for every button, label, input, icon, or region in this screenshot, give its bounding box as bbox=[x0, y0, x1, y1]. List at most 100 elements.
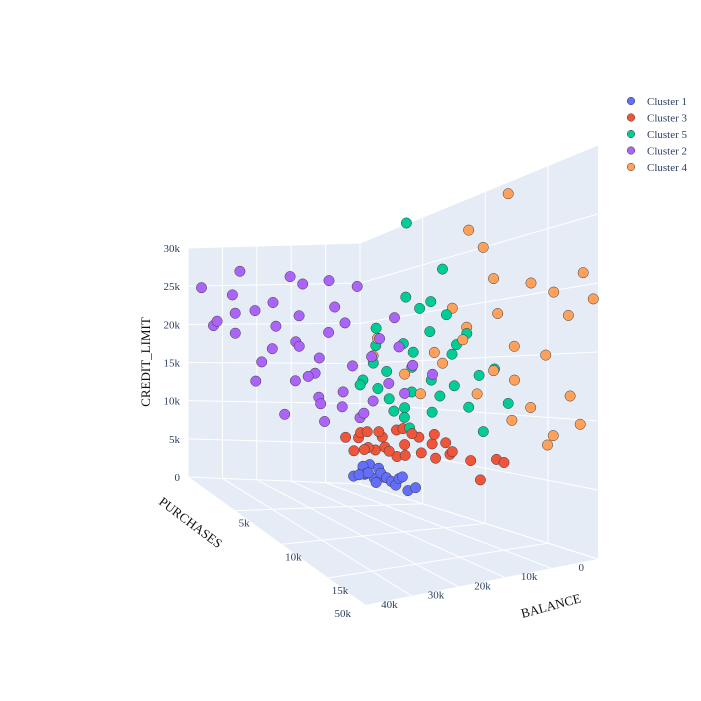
data-point-cluster-5 bbox=[448, 380, 460, 392]
data-point-cluster-2 bbox=[393, 341, 405, 353]
gridline-z-back bbox=[359, 351, 599, 364]
data-point-cluster-4 bbox=[477, 241, 489, 253]
data-point-cluster-2 bbox=[229, 307, 241, 319]
y-tick-label: 0 bbox=[579, 562, 585, 574]
legend-marker bbox=[626, 96, 636, 106]
data-point-cluster-5 bbox=[370, 322, 382, 334]
data-point-cluster-2 bbox=[267, 297, 279, 308]
data-point-cluster-4 bbox=[509, 374, 520, 386]
data-point-cluster-4 bbox=[508, 340, 520, 352]
data-point-cluster-5 bbox=[463, 401, 475, 413]
data-point-cluster-2 bbox=[229, 327, 241, 339]
data-point-cluster-5 bbox=[446, 348, 458, 360]
z-tick-label: 5k bbox=[169, 434, 181, 446]
axis-panes bbox=[188, 145, 598, 605]
data-point-cluster-3 bbox=[440, 437, 452, 449]
data-point-cluster-5 bbox=[372, 383, 384, 394]
data-point-cluster-1 bbox=[370, 477, 382, 488]
data-point-cluster-2 bbox=[366, 351, 378, 363]
data-point-cluster-2 bbox=[407, 359, 419, 371]
data-point-cluster-4 bbox=[428, 346, 440, 358]
z-tick-label: 0 bbox=[175, 472, 181, 484]
data-point-cluster-4 bbox=[488, 273, 500, 285]
data-point-cluster-3 bbox=[399, 449, 411, 461]
data-point-cluster-1 bbox=[353, 469, 365, 481]
legend-label: Cluster 1 bbox=[647, 96, 687, 108]
data-point-cluster-2 bbox=[313, 352, 325, 364]
data-point-cluster-2 bbox=[347, 360, 358, 372]
legend-item-cluster-5[interactable]: Cluster 5 bbox=[626, 129, 688, 141]
data-point-cluster-2 bbox=[329, 301, 341, 313]
data-point-cluster-4 bbox=[502, 188, 514, 200]
data-point-cluster-2 bbox=[250, 375, 262, 387]
data-point-cluster-5 bbox=[399, 402, 411, 414]
legend-label: Cluster 3 bbox=[647, 113, 688, 125]
gridline-z-side bbox=[187, 242, 361, 249]
data-point-cluster-3 bbox=[340, 431, 352, 443]
x-tick-label: 5k bbox=[239, 518, 251, 530]
data-point-cluster-1 bbox=[396, 471, 408, 483]
y-tick-label: 40k bbox=[381, 599, 398, 611]
data-point-cluster-3 bbox=[474, 474, 486, 486]
data-point-cluster-2 bbox=[351, 280, 363, 292]
x-tick-label: 10k bbox=[285, 551, 302, 563]
z-tick-label: 15k bbox=[164, 358, 181, 370]
data-point-cluster-2 bbox=[367, 395, 379, 407]
gridline-y-floor bbox=[359, 483, 599, 560]
gridline-y-floor bbox=[325, 482, 552, 569]
legend-label: Cluster 2 bbox=[647, 146, 687, 158]
gridline-z-side bbox=[187, 400, 361, 405]
y-tick-label: 10k bbox=[521, 571, 538, 583]
legend-label: Cluster 4 bbox=[647, 162, 688, 174]
z-tick-label: 10k bbox=[164, 396, 181, 408]
data-point-cluster-5 bbox=[400, 217, 412, 229]
data-point-cluster-5 bbox=[437, 263, 448, 275]
legend-item-cluster-1[interactable]: Cluster 1 bbox=[626, 96, 687, 108]
data-point-cluster-4 bbox=[587, 293, 599, 305]
data-point-cluster-4 bbox=[437, 357, 449, 369]
x-tick-label: 15k bbox=[332, 585, 349, 597]
data-point-cluster-3 bbox=[446, 446, 458, 458]
data-point-cluster-3 bbox=[415, 447, 427, 459]
data-point-cluster-4 bbox=[506, 414, 518, 426]
data-point-cluster-2 bbox=[211, 315, 223, 327]
data-point-cluster-3 bbox=[465, 455, 477, 467]
data-point-cluster-3 bbox=[361, 426, 373, 438]
data-point-cluster-5 bbox=[502, 397, 514, 409]
data-point-cluster-2 bbox=[319, 416, 331, 427]
data-point-cluster-3 bbox=[383, 445, 395, 457]
legend-item-cluster-4[interactable]: Cluster 4 bbox=[626, 162, 688, 174]
data-point-cluster-2 bbox=[315, 398, 327, 410]
data-points bbox=[196, 188, 599, 497]
data-point-cluster-3 bbox=[348, 445, 360, 457]
z-axis-title: CREDIT_LIMIT bbox=[138, 317, 153, 407]
data-point-cluster-4 bbox=[492, 308, 504, 319]
y-tick-label: 20k bbox=[474, 580, 491, 592]
gridline-y-floor bbox=[222, 477, 412, 597]
legend-marker bbox=[626, 146, 636, 155]
data-point-cluster-2 bbox=[256, 356, 268, 368]
legend[interactable]: Cluster 1 Cluster 3 Cluster 5 Cluster 2 Clus… bbox=[626, 96, 688, 174]
data-point-cluster-4 bbox=[574, 418, 586, 430]
gridline-z-back bbox=[359, 144, 599, 244]
data-point-cluster-3 bbox=[430, 452, 442, 464]
data-point-cluster-3 bbox=[373, 426, 385, 438]
data-point-cluster-2 bbox=[323, 275, 335, 287]
data-point-cluster-5 bbox=[440, 309, 452, 321]
data-point-cluster-2 bbox=[336, 401, 348, 413]
y-tick-label: 30k bbox=[428, 590, 445, 602]
legend-marker bbox=[626, 129, 636, 139]
data-point-cluster-3 bbox=[428, 428, 440, 440]
data-point-cluster-4 bbox=[415, 388, 426, 400]
data-point-cluster-2 bbox=[279, 408, 291, 420]
data-point-cluster-4 bbox=[577, 267, 589, 279]
data-point-cluster-2 bbox=[270, 320, 282, 332]
legend-item-cluster-2[interactable]: Cluster 2 bbox=[626, 146, 687, 158]
legend-item-cluster-3[interactable]: Cluster 3 bbox=[626, 113, 688, 125]
data-point-cluster-2 bbox=[383, 377, 395, 389]
data-point-cluster-4 bbox=[548, 286, 560, 298]
data-point-cluster-4 bbox=[525, 402, 537, 413]
data-point-cluster-2 bbox=[323, 326, 335, 338]
data-point-cluster-3 bbox=[498, 457, 510, 468]
